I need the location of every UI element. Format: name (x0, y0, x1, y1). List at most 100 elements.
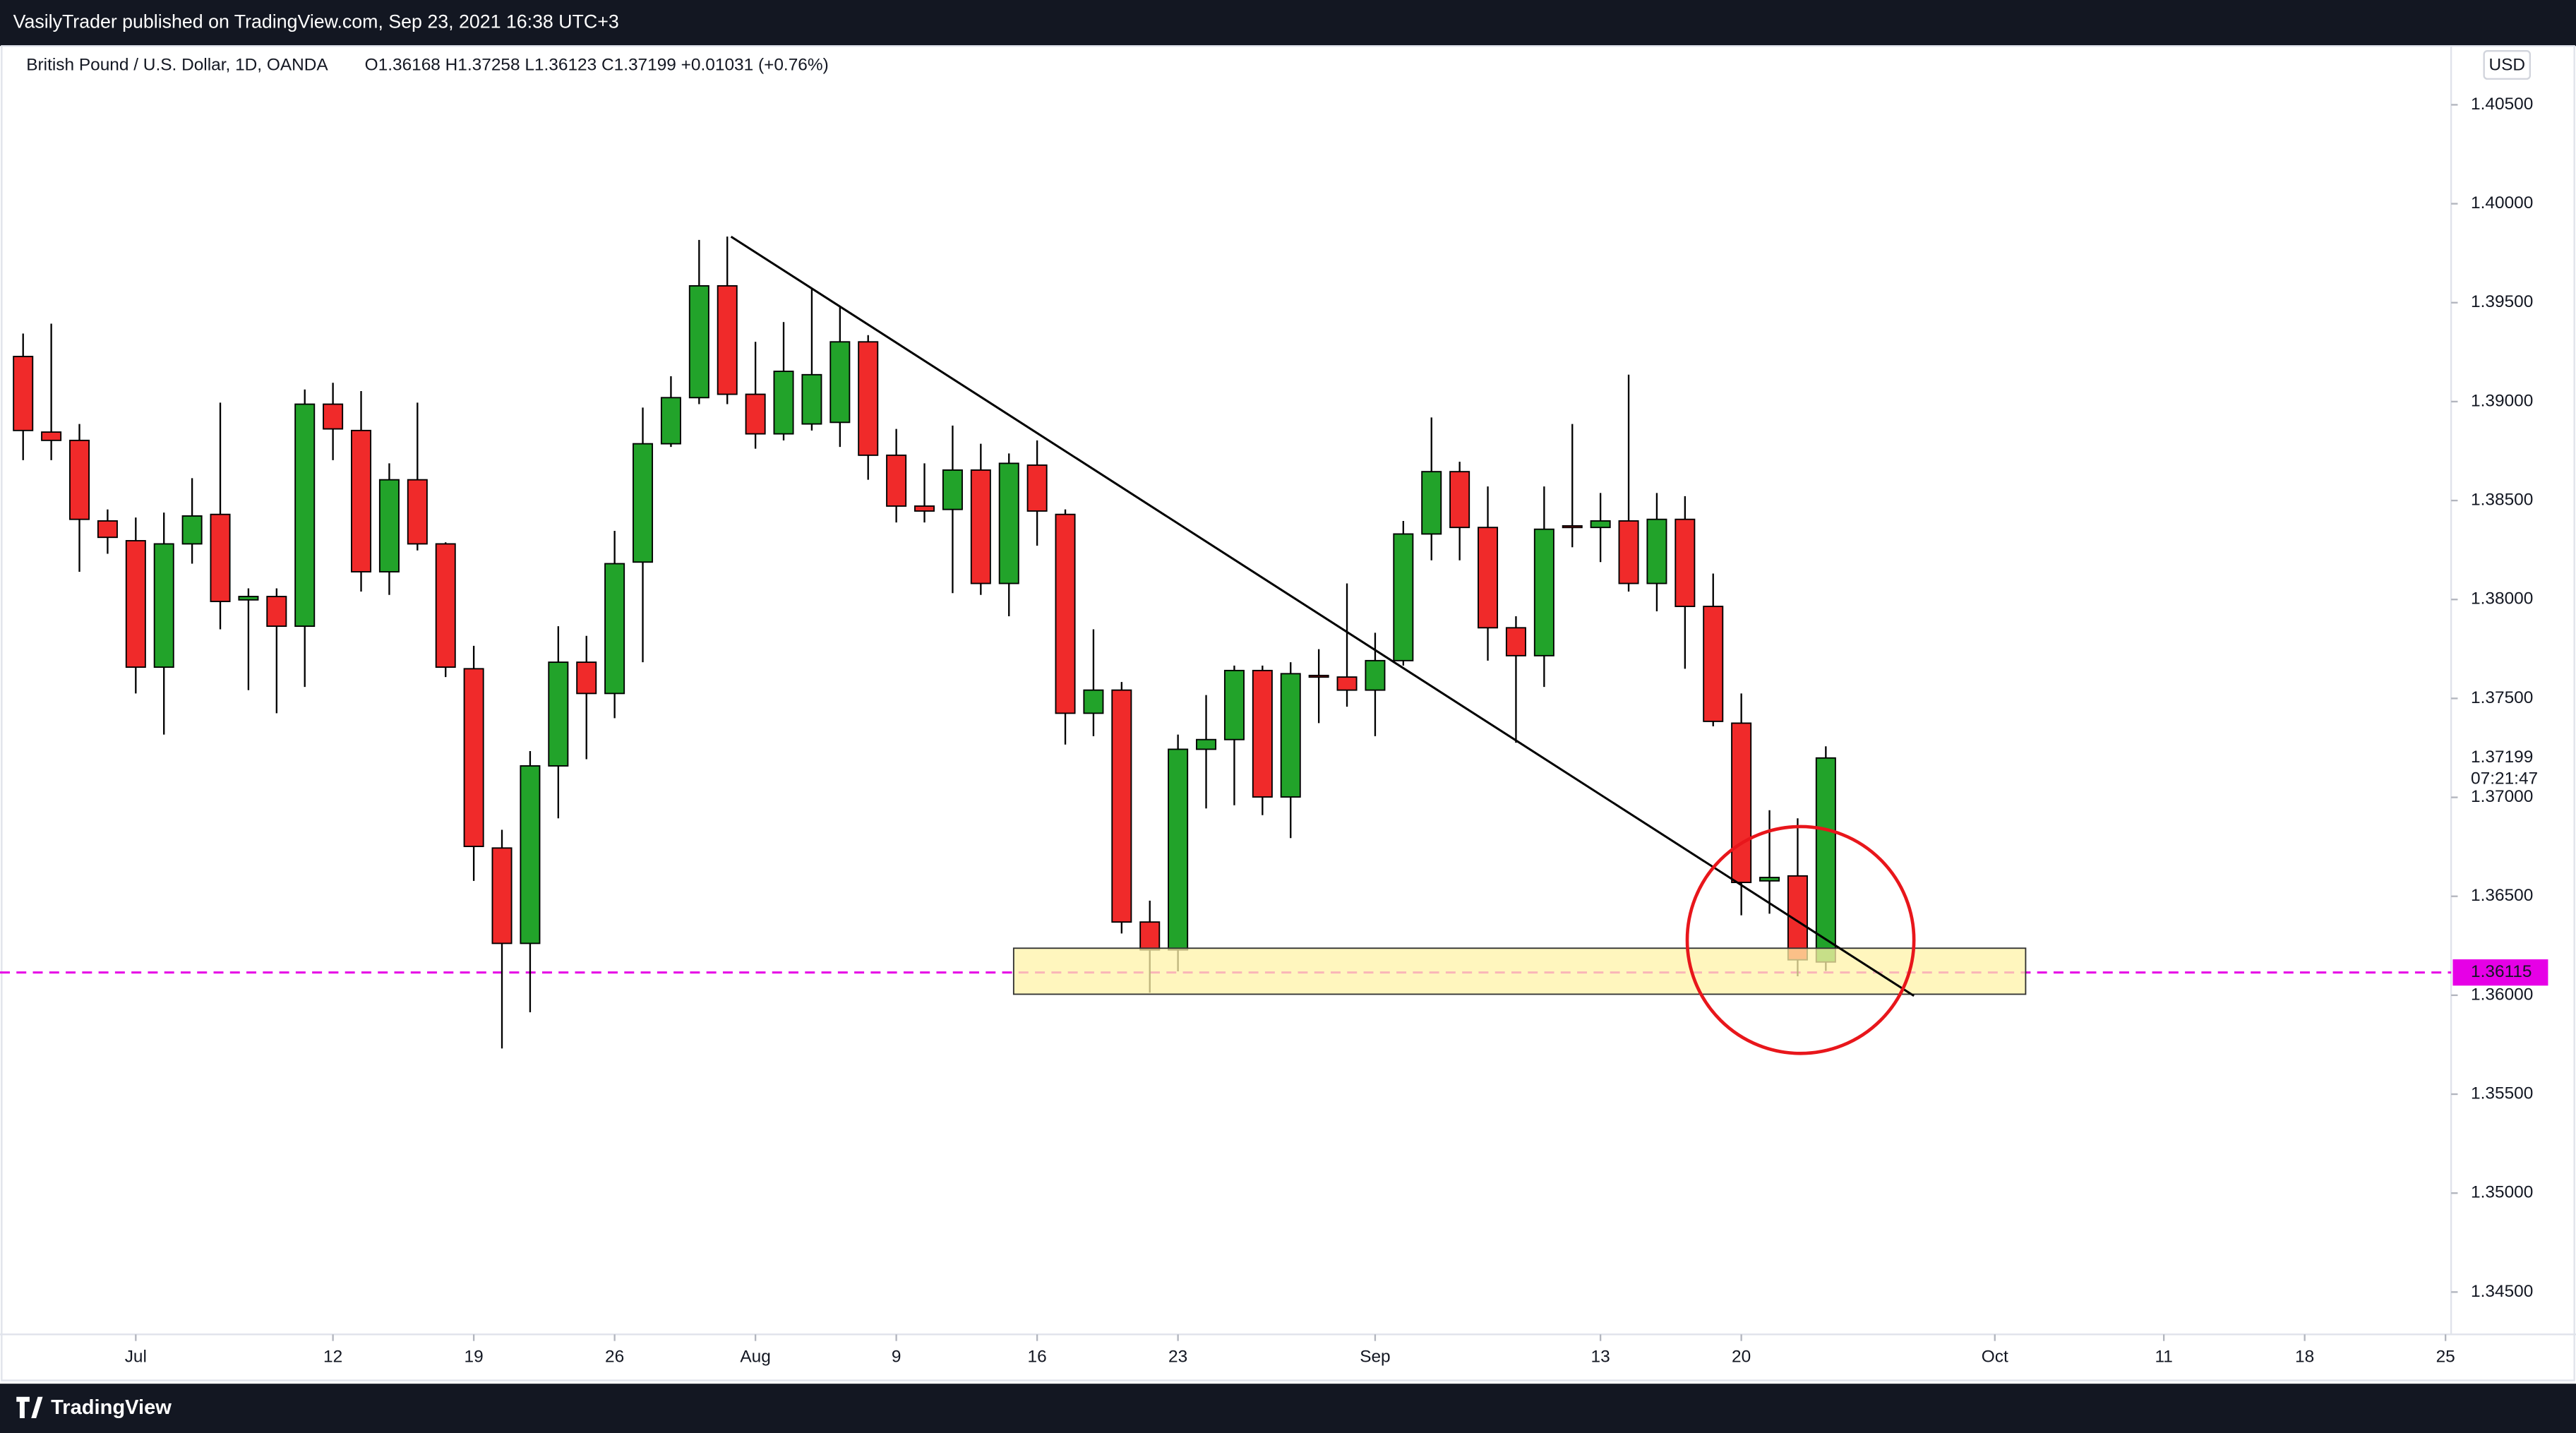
candle-body (378, 479, 400, 572)
candle-body (633, 443, 654, 563)
y-tick-label: 1.39500 (2471, 292, 2533, 311)
candle-body (829, 341, 851, 424)
y-tick-label: 1.36500 (2471, 886, 2533, 905)
candle-body (1618, 520, 1639, 584)
candle-body (407, 479, 428, 545)
candle-body (858, 341, 879, 456)
candle-body (914, 505, 935, 512)
candle-body (604, 563, 625, 695)
candle-body (886, 454, 907, 507)
trend-line (730, 235, 1915, 997)
candle-body (323, 403, 344, 430)
candle-body (181, 515, 203, 545)
x-tick-label: 11 (2155, 1347, 2172, 1366)
candle-body (1026, 464, 1048, 512)
candle-body (1562, 525, 1583, 529)
y-tick-label: 1.40500 (2471, 95, 2533, 114)
candle-body (69, 439, 90, 520)
candle-body (1449, 471, 1470, 529)
y-tick-label: 1.38000 (2471, 589, 2533, 608)
candle-body (1646, 518, 1667, 584)
x-tick-label: 19 (465, 1347, 484, 1366)
candle-body (97, 520, 118, 539)
candle-body (1336, 676, 1358, 691)
candle-body (238, 596, 259, 601)
bottom-bar (0, 1384, 2576, 1433)
candle-body (801, 373, 822, 425)
y-tick-label: 1.37000 (2471, 787, 2533, 806)
candle-body (942, 469, 963, 510)
candle-body (294, 403, 316, 628)
candle-body (1759, 877, 1780, 882)
candle-body (1252, 669, 1273, 798)
candle-body (210, 513, 231, 602)
currency: USD (2488, 56, 2525, 75)
candle-body (1111, 689, 1132, 923)
candle-body (548, 661, 569, 767)
candle-body (1365, 659, 1386, 691)
support-zone (1012, 947, 2027, 995)
brand: TradingView (51, 1396, 172, 1419)
currency-box (2483, 50, 2532, 80)
candle-body (1421, 471, 1442, 535)
candle-body (1505, 627, 1526, 656)
candle-body (576, 661, 597, 695)
x-tick-label: 12 (323, 1347, 342, 1366)
y-tick-label: 1.39000 (2471, 391, 2533, 410)
candle-body (1083, 689, 1104, 714)
y-tick-label: 1.37500 (2471, 688, 2533, 707)
x-tick-label: Sep (1360, 1347, 1390, 1366)
candle-body (1590, 520, 1611, 529)
x-tick-label: 25 (2436, 1347, 2455, 1366)
y-tick-label: 1.34500 (2471, 1282, 2533, 1301)
candle-body (520, 765, 541, 945)
candle-body (1478, 527, 1499, 629)
x-tick-label: 9 (892, 1347, 901, 1366)
price-line-label-box (2452, 959, 2548, 986)
x-tick-label: 20 (1732, 1347, 1751, 1366)
candle-body (1703, 606, 1724, 722)
candle-body (1280, 673, 1301, 798)
symbol: British Pound / U.S. Dollar, 1D, OANDA (26, 56, 328, 75)
x-tick-label: 16 (1028, 1347, 1047, 1366)
candle-body (1393, 533, 1414, 661)
x-tick-label: 13 (1591, 1347, 1610, 1366)
candle-body (13, 356, 34, 431)
frame (1, 45, 2575, 1381)
candle-body (1223, 669, 1245, 741)
countdown: 07:21:47 (2471, 769, 2538, 788)
highlight-circle (1685, 825, 1916, 1055)
candle-body (1055, 513, 1076, 714)
x-tick-label: 23 (1168, 1347, 1187, 1366)
candle-body (1731, 722, 1752, 884)
candle-body (351, 429, 372, 572)
candle-body (688, 284, 709, 399)
candle-body (435, 543, 456, 668)
y-tick-label: 1.38500 (2471, 491, 2533, 510)
ohlc-legend: O1.36168 H1.37258 L1.36123 C1.37199 +0.0… (365, 56, 829, 75)
candle-body (463, 668, 484, 847)
logo (16, 1396, 43, 1419)
candle-body (1168, 748, 1189, 951)
y-tick-label: 1.40000 (2471, 193, 2533, 212)
x-tick-label: 18 (2295, 1347, 2314, 1366)
candle-body (773, 371, 794, 435)
candle-body (266, 596, 287, 628)
x-tick-label: Oct (1982, 1347, 2008, 1366)
y-tick-label: 1.35000 (2471, 1183, 2533, 1202)
candle-body (125, 540, 146, 668)
candle-body (970, 469, 991, 584)
candle-body (1139, 921, 1161, 951)
last-price-label: 1.37199 (2471, 748, 2533, 767)
y-tick-label: 1.36000 (2471, 985, 2533, 1004)
candle-body (717, 284, 738, 395)
candle-body (1196, 738, 1217, 750)
candle-body (1815, 757, 1836, 963)
candle-body (998, 462, 1019, 584)
publisher: VasilyTrader published on TradingView.co… (13, 11, 619, 32)
candle-body (660, 397, 681, 445)
x-tick-label: 26 (605, 1347, 624, 1366)
candle-body (41, 431, 62, 441)
